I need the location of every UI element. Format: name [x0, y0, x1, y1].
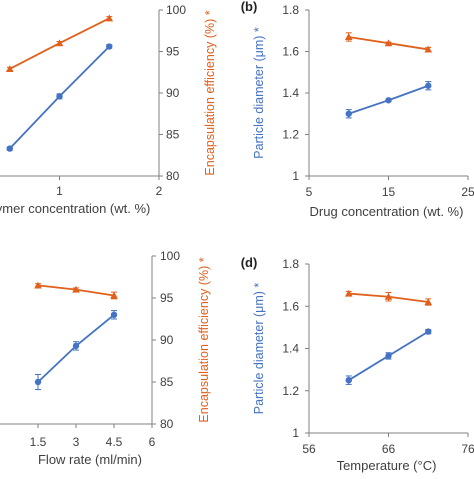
data-point	[56, 93, 63, 100]
data-point	[34, 281, 42, 289]
data-point	[6, 145, 13, 152]
y-tick-label: 85	[166, 128, 180, 142]
data-point	[424, 45, 433, 53]
x-tick-label: 1	[56, 184, 63, 198]
data-point	[110, 311, 118, 318]
data-point	[384, 292, 393, 300]
x-tick-label: 2	[156, 184, 163, 198]
x-tick-label: 3	[73, 435, 80, 449]
series-orange	[34, 281, 118, 300]
y-tick-label: 1.4	[282, 86, 299, 100]
series-blue	[345, 328, 432, 385]
y-tick-label: 1	[292, 426, 299, 440]
y-axis-title: Particle diameter (μm) *	[252, 27, 266, 159]
y-tick-label: 1.2	[282, 128, 299, 142]
y-tick-label: 90	[166, 86, 180, 100]
x-tick-label: 76	[461, 442, 474, 456]
data-point	[106, 43, 113, 50]
x-axis-title: Flow rate (ml/min)	[38, 452, 142, 467]
panel-d: 56 66 76 1 1.2 1.4 1.6 1.8 Particle diameter (μm…	[241, 255, 474, 473]
series-blue	[6, 43, 113, 152]
y-tick-label: 100	[166, 3, 186, 17]
panel-b: 5 15 25 1 1.2 1.4 1.6 1.8 Particle diameter (μm)…	[241, 0, 474, 219]
series-orange	[344, 32, 433, 53]
series-orange	[344, 289, 433, 306]
y-tick-label: 95	[160, 291, 174, 305]
y-axis-title: Encapsulation efficiency (%) *	[203, 10, 217, 175]
data-point	[385, 352, 392, 360]
y-tick-label: 1.6	[282, 299, 299, 313]
y-tick-label: 1.6	[282, 45, 299, 59]
data-point	[385, 97, 392, 104]
data-point	[384, 39, 393, 47]
data-point	[110, 291, 118, 299]
y-tick-label: 1.8	[282, 257, 299, 271]
data-point	[105, 14, 114, 22]
y-tick-label: 95	[166, 45, 180, 59]
data-point	[345, 110, 352, 117]
y-tick-label: 85	[160, 375, 174, 389]
y-tick-label: 80	[166, 169, 180, 183]
panel-letter: (b)	[241, 0, 258, 14]
x-tick-label: 4.5	[106, 435, 123, 449]
x-tick-label: 5	[306, 185, 313, 199]
data-point	[72, 342, 80, 350]
series-blue	[345, 81, 432, 119]
y-tick-label: 90	[160, 333, 174, 347]
y-tick-label: 1	[292, 169, 299, 183]
panel-c: 1.5 3 4.5 6 80 85 90 95 100 Encapsulation efficie…	[0, 249, 211, 467]
panel-letter: (d)	[241, 255, 258, 270]
data-point	[425, 82, 432, 89]
x-axis-title: olymer concentration (wt. %)	[0, 201, 150, 216]
y-axis-title: Encapsulation efficiency (%) *	[197, 257, 211, 422]
x-tick-label: 66	[382, 442, 396, 456]
data-point	[5, 65, 14, 72]
data-point	[344, 289, 353, 297]
data-point	[34, 378, 42, 386]
x-tick-label: 56	[302, 442, 316, 456]
panel-a: 1 280 85 90 95 100 Encapsulation efficiency (%…	[0, 3, 217, 216]
data-point	[424, 298, 433, 306]
x-tick-label: 6	[149, 435, 156, 449]
y-tick-label: 100	[160, 249, 180, 263]
y-axis-title: Particle diameter (μm) *	[252, 283, 266, 415]
y-tick-label: 1.8	[282, 3, 299, 17]
x-axis-title: Temperature (°C)	[337, 458, 437, 473]
y-tick-label: 1.2	[282, 384, 299, 398]
y-tick-label: 1.4	[282, 342, 299, 356]
x-tick-label: 25	[461, 185, 474, 199]
data-point	[55, 39, 64, 47]
data-point	[345, 376, 352, 384]
data-point	[72, 285, 80, 293]
series-orange	[5, 14, 114, 72]
x-tick-label: 1.5	[30, 435, 47, 449]
y-tick-label: 80	[160, 417, 174, 431]
series-blue	[34, 310, 118, 391]
data-point	[425, 328, 432, 335]
x-axis-title: Drug concentration (wt. %)	[310, 204, 464, 219]
data-point	[344, 33, 353, 41]
x-tick-label: 15	[382, 185, 396, 199]
